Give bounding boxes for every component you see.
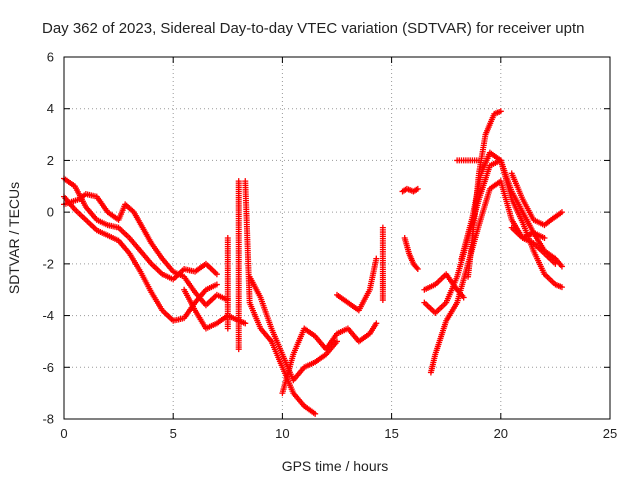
x-tick-label: 5 [170,426,177,441]
x-tick-label: 15 [384,426,398,441]
series-track-7 [279,320,380,397]
grid-lines [64,57,610,419]
data-point [373,255,380,262]
data-point [414,185,421,192]
x-tick-label: 10 [275,426,289,441]
series-spike-1 [235,178,242,353]
x-tick-label: 0 [60,426,67,441]
y-tick-label: 4 [47,101,54,116]
data-point [224,235,231,241]
data-point [414,266,421,273]
y-tick-label: -8 [42,412,54,427]
series-track-2 [61,193,220,324]
series-track-9 [399,185,421,195]
y-tick-label: -6 [42,360,54,375]
x-tick-label: 20 [494,426,508,441]
y-tick-label: 6 [47,50,54,65]
y-tick-label: -2 [42,256,54,271]
series-track-18 [508,224,559,267]
data-point [213,281,220,288]
data-point [541,235,548,241]
series-track-1 [61,175,220,283]
data-point [497,108,504,115]
y-tick-label: 0 [47,205,54,220]
x-axis-label: GPS time / hours [282,458,389,474]
data-point [242,320,249,327]
y-tick-label: -4 [42,308,54,323]
plot-frame [63,56,611,420]
data-point [334,338,340,345]
series-track-15 [454,157,482,164]
data-point [235,178,242,185]
series-track-17 [421,271,467,301]
series-spike-2 [224,235,231,332]
data-point [460,294,467,301]
data-point [373,320,380,327]
data-point [379,297,386,304]
y-axis-label: SDTVAR / TECUs [6,182,22,294]
data-point [558,263,565,270]
data-marks [61,108,565,417]
data-point [312,410,319,417]
chart-title: Day 362 of 2023, Sidereal Day-to-day VTE… [42,20,584,37]
series-track-8 [334,255,380,314]
series-track-10 [401,235,421,273]
data-point [558,209,565,216]
data-point [413,264,420,271]
series-track-16 [508,170,565,229]
data-point [475,157,482,164]
series-track-3 [61,191,231,309]
x-tick-label: 25 [603,426,617,441]
y-axis-ticks: -8 -6 -4 -2 0 2 4 6 [42,50,610,427]
y-tick-label: 2 [47,153,54,168]
x-axis-ticks: 0 5 10 15 20 25 [60,57,617,441]
data-point [552,260,559,267]
series-track-12 [427,178,548,376]
data-point [558,284,565,291]
series-track-14 [465,108,504,280]
series-track-5 [242,178,319,417]
series-isolated [379,224,386,304]
data-point [213,271,220,278]
